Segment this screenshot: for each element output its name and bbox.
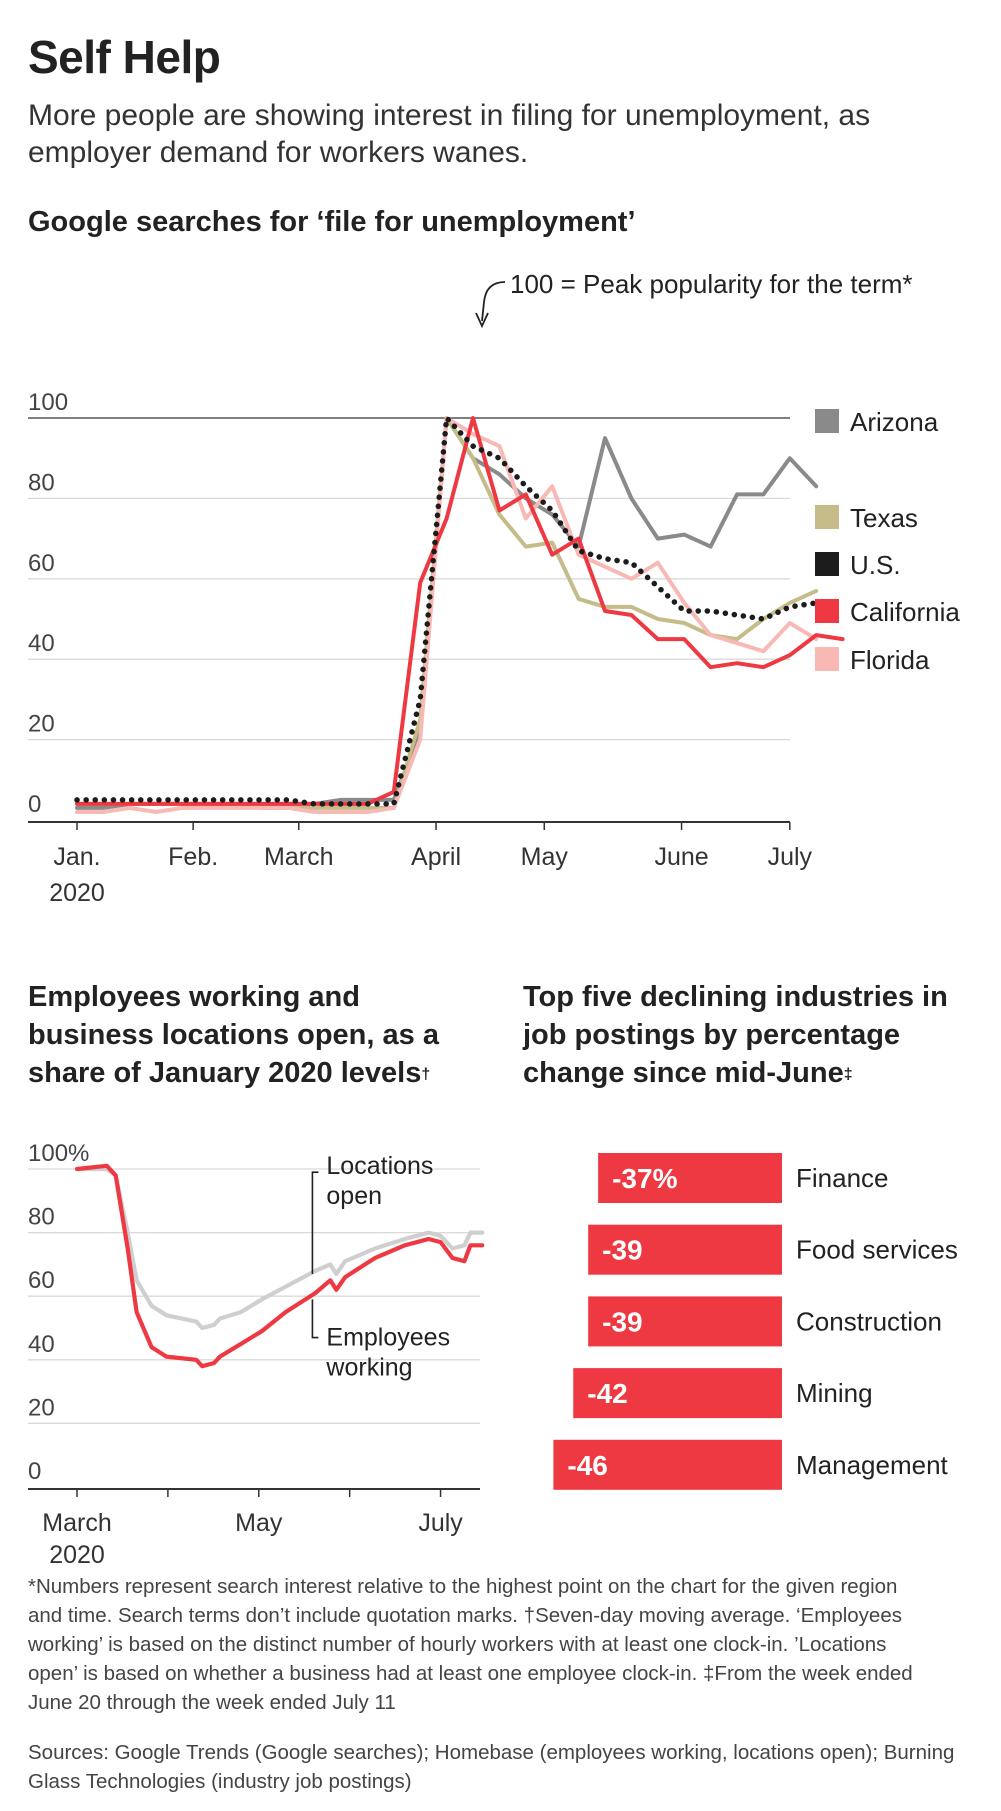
x-tick-label: May (235, 1509, 283, 1537)
y-tick-label: 20 (28, 1394, 55, 1421)
annotation-arrow (481, 281, 506, 322)
y-tick-label: 80 (28, 469, 55, 496)
locations-label: Locations (326, 1152, 433, 1180)
y-tick-label: 20 (28, 711, 55, 738)
y-tick-label: 40 (28, 1331, 55, 1358)
legend-label: California (850, 597, 960, 627)
y-tick-label: 100 (28, 389, 68, 416)
x-tick-label: April (411, 843, 461, 871)
series-line-employees-working (74, 1163, 485, 1369)
series-line-florida (75, 416, 819, 814)
declining-industries-chart: -37% Finance -39 Food services -39 Constructi… (553, 1153, 958, 1490)
y-tick-label: 40 (28, 630, 55, 657)
x-tick-label: June (654, 843, 708, 871)
employees-label: working (325, 1354, 412, 1382)
bar (573, 1368, 782, 1419)
footnote-line: working’ is based on the distinct number… (28, 1633, 887, 1656)
bar (553, 1439, 782, 1490)
legend-swatch (815, 599, 839, 623)
bar (598, 1153, 782, 1203)
bar-value-label: -39 (602, 1235, 642, 1266)
x-tick-label: Feb. (168, 843, 218, 871)
sources-line: Sources: Google Trends (Google searches)… (28, 1741, 955, 1764)
y-tick-label: 0 (28, 1458, 41, 1485)
bar-value-label: -46 (567, 1450, 607, 1481)
double-dagger-mark: ‡ (843, 1066, 853, 1083)
x-tick-label: July (418, 1509, 463, 1537)
locations-leader-line (311, 1171, 319, 1274)
employees-leader-line (311, 1299, 319, 1339)
y-tick-label: 80 (28, 1204, 55, 1231)
x-tick-label: Jan. (53, 843, 100, 871)
bar (588, 1296, 782, 1347)
bar (588, 1224, 782, 1275)
series-line-arizona (75, 416, 819, 810)
footnote-line: and time. Search terms don’t include quo… (28, 1604, 902, 1627)
legend-swatch (815, 552, 839, 576)
sources: Sources: Google Trends (Google searches)… (28, 1738, 988, 1796)
dagger-mark: † (421, 1066, 431, 1083)
legend-label: Arizona (850, 407, 939, 437)
series-line-locations-open (74, 1166, 485, 1331)
x-tick-sublabel: 2020 (49, 1541, 105, 1569)
legend-label: Texas (850, 503, 918, 533)
locations-label: open (326, 1182, 382, 1210)
y-tick-label: 100% (28, 1140, 89, 1167)
legend-swatch (815, 409, 839, 433)
x-tick-label: March (42, 1509, 111, 1537)
legend-label: U.S. (850, 550, 901, 580)
bar-category-label: Construction (796, 1306, 942, 1336)
legend-swatch (815, 505, 839, 529)
footnote-line: *Numbers represent search interest relat… (28, 1575, 898, 1598)
bar-value-label: -37% (612, 1163, 677, 1194)
x-tick-label: May (521, 843, 569, 871)
search-chart-title: Google searches for ‘file for unemployme… (28, 206, 636, 238)
series-line-california (75, 416, 845, 806)
employees-label: Employees (326, 1324, 450, 1352)
y-tick-label: 60 (28, 1267, 55, 1294)
x-tick-label: July (768, 843, 813, 871)
y-tick-label: 0 (28, 791, 41, 818)
bar-category-label: Finance (796, 1163, 889, 1193)
y-tick-label: 60 (28, 550, 55, 577)
series-line-us (74, 415, 819, 807)
footnote-line: open’ is based on whether a business had… (28, 1662, 913, 1685)
legend-label: Florida (850, 645, 930, 675)
footnotes: *Numbers represent search interest relat… (28, 1572, 988, 1717)
annotation-arrowhead (475, 312, 489, 329)
bar-value-label: -42 (587, 1378, 627, 1409)
industries-chart-title: Top five declining industries in job pos… (523, 981, 948, 1089)
bar-category-label: Management (796, 1450, 949, 1480)
peak-annotation: 100 = Peak popularity for the term* (510, 269, 913, 299)
legend-swatch (815, 647, 839, 671)
x-tick-label: March (264, 843, 333, 871)
series-line-texas (75, 416, 819, 810)
page-title: Self Help (28, 31, 221, 83)
employees-locations-chart: 0 20 40 60 80 100% March 2020 May July Locationsop… (28, 1140, 485, 1569)
sources-line: Glass Technologies (industry job posting… (28, 1770, 412, 1793)
search-trend-chart: 0 20 40 60 80 100 100 = Peak popularity for th… (28, 269, 960, 907)
employees-chart-title: Employees working and business locations… (28, 981, 439, 1089)
x-tick-sublabel: 2020 (49, 879, 105, 907)
footnote-line: June 20 through the week ended July 11 (28, 1691, 396, 1714)
page-subtitle: More people are showing interest in fili… (28, 99, 871, 169)
bar-category-label: Mining (796, 1378, 873, 1408)
bar-value-label: -39 (602, 1306, 642, 1337)
bar-category-label: Food services (796, 1235, 958, 1265)
